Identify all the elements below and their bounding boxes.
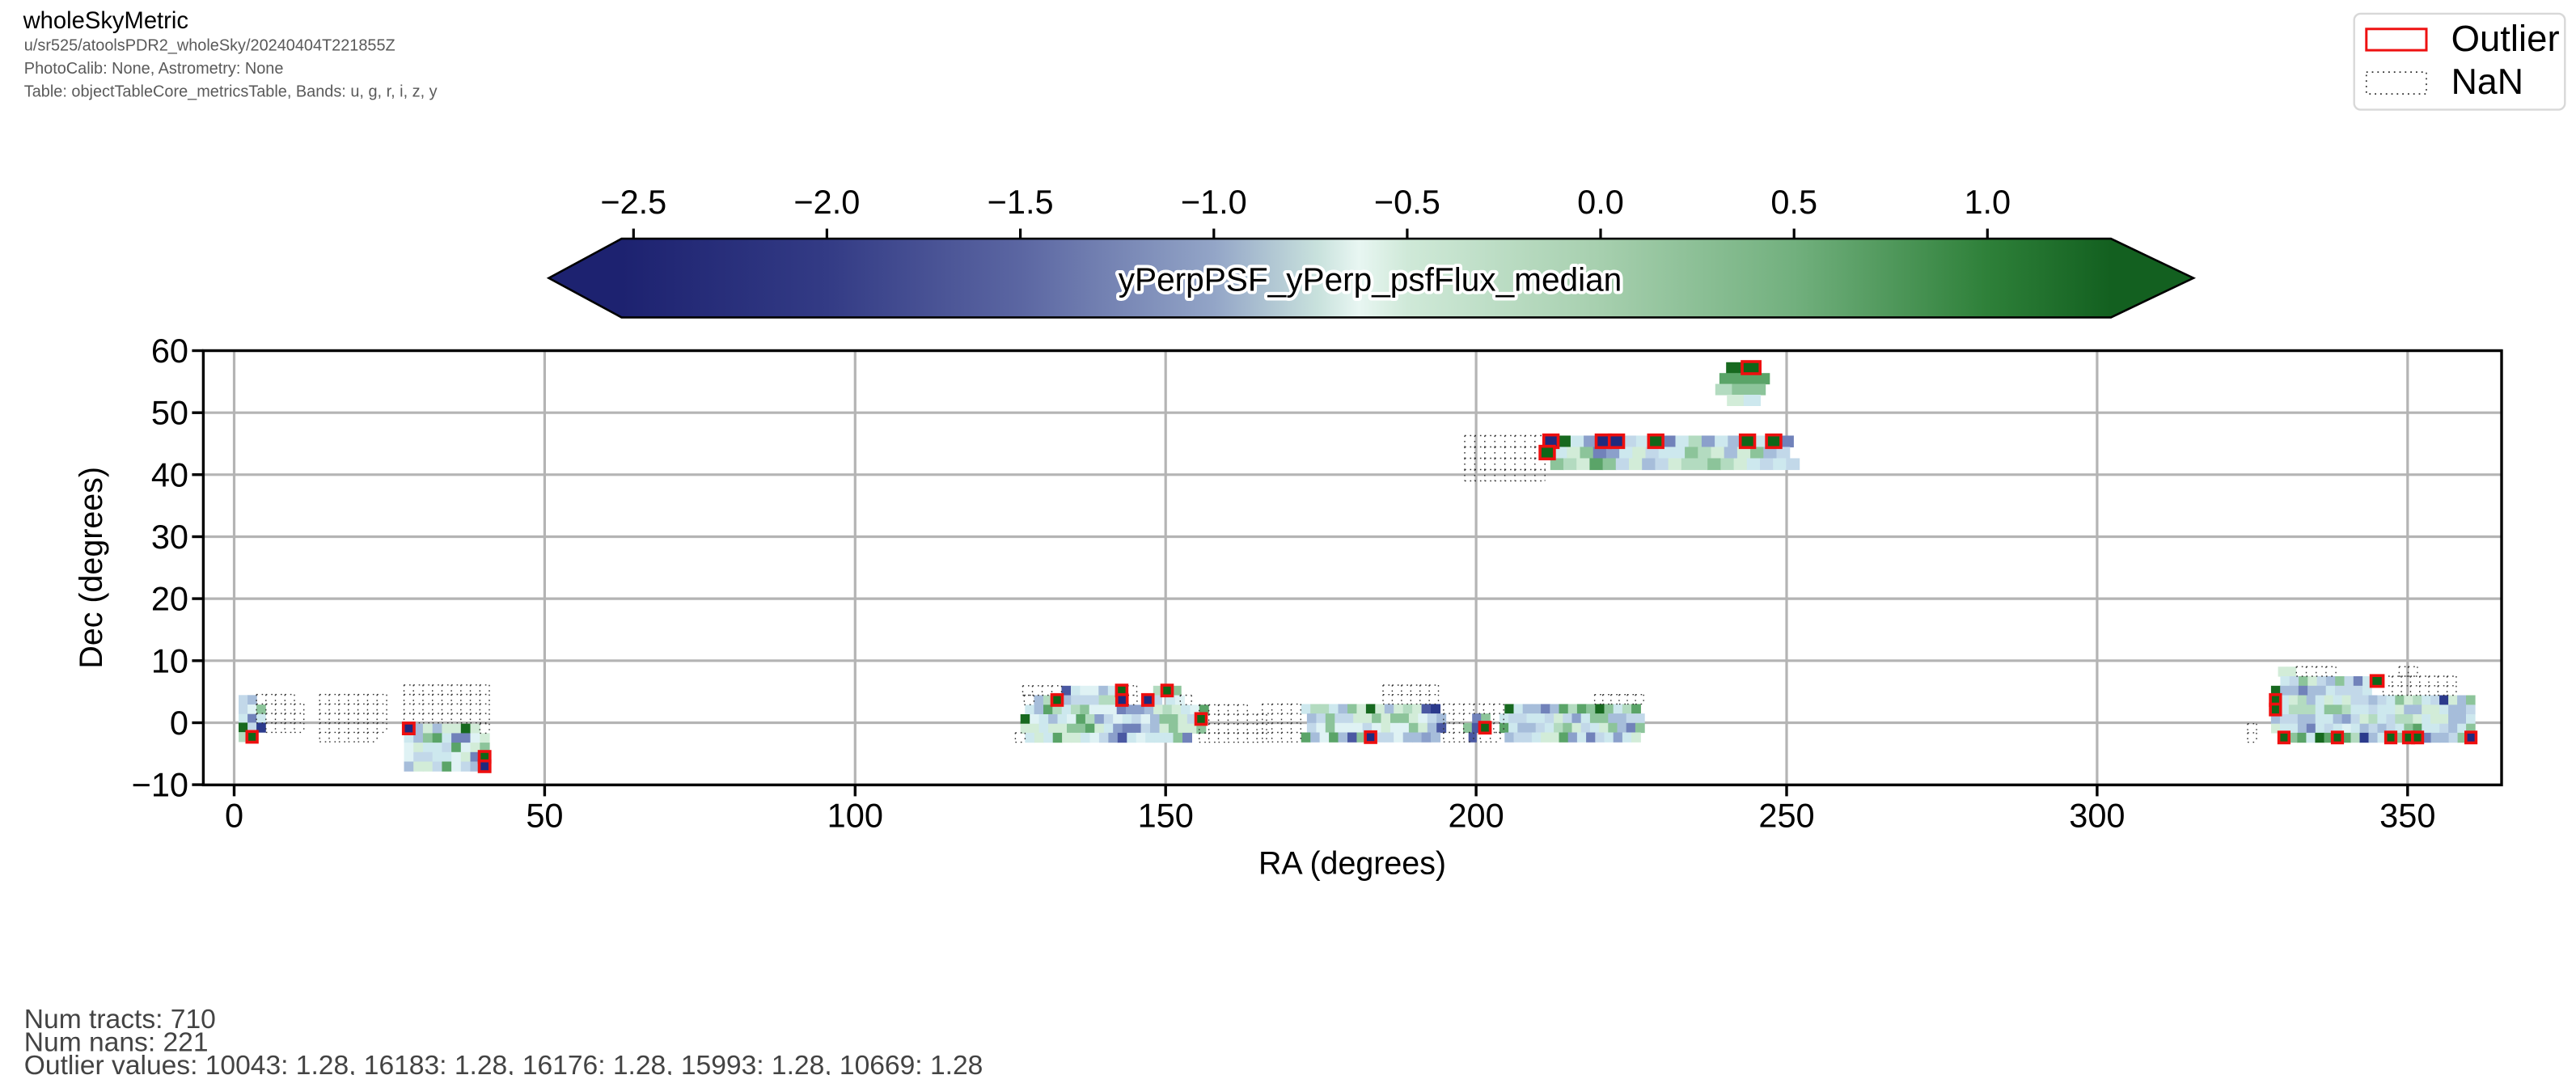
svg-text:Outlier: Outlier — [2451, 18, 2560, 59]
svg-text:0.5: 0.5 — [1770, 183, 1817, 221]
svg-text:300: 300 — [2069, 796, 2125, 834]
svg-text:50: 50 — [151, 394, 188, 432]
svg-text:u/sr525/atoolsPDR2_wholeSky/20: u/sr525/atoolsPDR2_wholeSky/20240404T221… — [24, 36, 395, 54]
svg-text:Dec (degrees): Dec (degrees) — [74, 467, 109, 669]
svg-text:Num nans: 221: Num nans: 221 — [24, 1027, 209, 1057]
svg-text:10: 10 — [151, 641, 188, 679]
svg-text:200: 200 — [1448, 796, 1504, 834]
svg-text:0: 0 — [225, 796, 243, 834]
svg-text:−1.5: −1.5 — [988, 183, 1054, 221]
svg-text:0.0: 0.0 — [1577, 183, 1624, 221]
svg-text:Num tracts: 710: Num tracts: 710 — [24, 1005, 216, 1035]
svg-text:1.0: 1.0 — [1964, 183, 2011, 221]
svg-text:Table: objectTableCore_metrics: Table: objectTableCore_metricsTable, Ban… — [24, 83, 438, 101]
svg-text:Outlier values: 10043: 1.28, 1: Outlier values: 10043: 1.28, 16183: 1.28… — [24, 1051, 983, 1075]
svg-text:20: 20 — [151, 580, 188, 618]
svg-text:−0.5: −0.5 — [1374, 183, 1440, 221]
svg-text:50: 50 — [526, 796, 563, 834]
svg-text:250: 250 — [1758, 796, 1814, 834]
svg-text:yPerpPSF_yPerp_psfFlux_median: yPerpPSF_yPerp_psfFlux_median — [1119, 261, 1622, 298]
svg-text:100: 100 — [827, 796, 883, 834]
svg-text:350: 350 — [2379, 796, 2435, 834]
svg-text:0: 0 — [170, 704, 188, 742]
svg-text:60: 60 — [151, 332, 188, 370]
svg-text:−1.0: −1.0 — [1181, 183, 1247, 221]
svg-text:−2.0: −2.0 — [793, 183, 860, 221]
svg-text:−10: −10 — [132, 766, 188, 804]
svg-text:RA (degrees): RA (degrees) — [1258, 845, 1446, 881]
svg-text:NaN: NaN — [2451, 62, 2523, 102]
svg-text:PhotoCalib: None, Astrometry:: PhotoCalib: None, Astrometry: None — [24, 60, 284, 78]
svg-text:wholeSkyMetric: wholeSkyMetric — [23, 8, 188, 34]
svg-text:−2.5: −2.5 — [600, 183, 666, 221]
svg-text:40: 40 — [151, 455, 188, 493]
svg-text:150: 150 — [1138, 796, 1194, 834]
svg-text:30: 30 — [151, 518, 188, 556]
